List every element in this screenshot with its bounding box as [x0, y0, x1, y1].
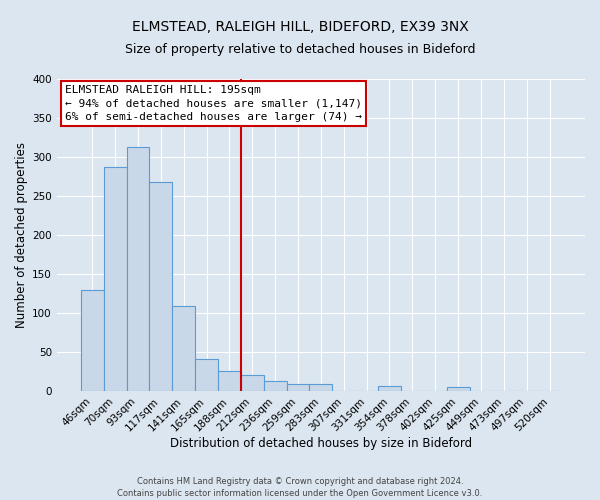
Text: Contains HM Land Registry data © Crown copyright and database right 2024.
Contai: Contains HM Land Registry data © Crown c… [118, 476, 482, 498]
Bar [264, 381, 287, 391]
Bar [172, 306, 195, 391]
Bar [149, 182, 172, 391]
Bar [310, 384, 332, 391]
Bar [195, 359, 218, 391]
Bar [287, 384, 310, 391]
Bar [104, 167, 127, 391]
Bar [81, 290, 104, 391]
Text: ELMSTEAD RALEIGH HILL: 195sqm
← 94% of detached houses are smaller (1,147)
6% of: ELMSTEAD RALEIGH HILL: 195sqm ← 94% of d… [65, 85, 362, 122]
Bar [378, 386, 401, 391]
Bar [218, 371, 241, 391]
Y-axis label: Number of detached properties: Number of detached properties [15, 142, 28, 328]
Bar [127, 147, 149, 391]
Text: ELMSTEAD, RALEIGH HILL, BIDEFORD, EX39 3NX: ELMSTEAD, RALEIGH HILL, BIDEFORD, EX39 3… [131, 20, 469, 34]
Text: Size of property relative to detached houses in Bideford: Size of property relative to detached ho… [125, 42, 475, 56]
Bar [446, 387, 470, 391]
Bar [241, 374, 264, 391]
X-axis label: Distribution of detached houses by size in Bideford: Distribution of detached houses by size … [170, 437, 472, 450]
